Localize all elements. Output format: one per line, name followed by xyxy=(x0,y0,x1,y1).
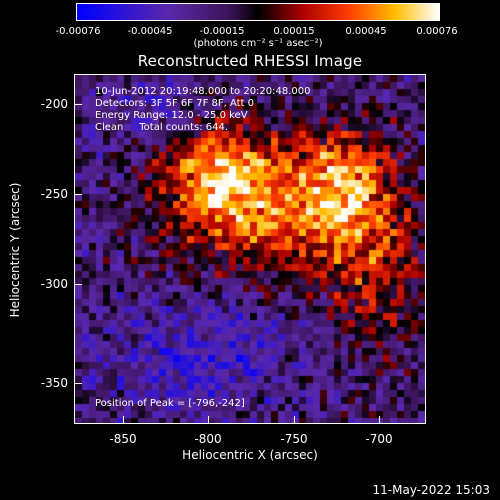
colorbar-tick: 0.00076 xyxy=(416,26,458,37)
rhessi-image: 10-Jun-2012 20:19:48.000 to 20:20:48.000… xyxy=(74,74,426,424)
y-tick-label: -200 xyxy=(40,97,68,111)
colorbar-tick: -0.00015 xyxy=(199,26,245,37)
image-title: Reconstructed RHESSI Image xyxy=(137,52,363,70)
x-tick-mark xyxy=(294,416,295,424)
x-tick-label: -800 xyxy=(194,432,222,446)
colorbar-tick: -0.00045 xyxy=(127,26,173,37)
y-tick-mark xyxy=(74,383,82,384)
x-tick-label: -750 xyxy=(280,432,308,446)
colorbar-units: (photons cm⁻² s⁻¹ asec⁻²) xyxy=(193,38,323,49)
detectors-label: Detectors: 3F 5F 6F 7F 8F, Att 0 xyxy=(95,98,255,109)
image-pixels xyxy=(75,75,425,423)
y-tick-mark xyxy=(74,284,82,285)
x-tick-label: -850 xyxy=(109,432,137,446)
clean-counts-label: Clean Total counts: 644. xyxy=(95,122,229,133)
energy-range-label: Energy Range: 12.0 - 25.0 keV xyxy=(95,110,248,121)
x-axis-label: Heliocentric X (arcsec) xyxy=(182,448,318,462)
x-tick-mark xyxy=(379,416,380,424)
y-tick-label: -250 xyxy=(40,187,68,201)
colorbar-tick: 0.00045 xyxy=(345,26,387,37)
x-tick-mark xyxy=(208,416,209,424)
y-tick-label: -350 xyxy=(40,376,68,390)
colorbar-tick: 0.00015 xyxy=(273,26,315,37)
x-tick-label: -700 xyxy=(365,432,393,446)
peak-position-label: Position of Peak = [-796,-242] xyxy=(95,398,245,409)
y-tick-label: -300 xyxy=(40,277,68,291)
colorbar xyxy=(76,3,440,21)
time-range-label: 10-Jun-2012 20:19:48.000 to 20:20:48.000 xyxy=(95,86,311,97)
y-tick-mark xyxy=(74,104,82,105)
x-tick-mark xyxy=(123,416,124,424)
timestamp-footer: 11-May-2022 15:03 xyxy=(372,483,490,497)
y-axis-label: Heliocentric Y (arcsec) xyxy=(8,182,22,318)
y-tick-mark xyxy=(74,194,82,195)
colorbar-tick: -0.00076 xyxy=(55,26,101,37)
